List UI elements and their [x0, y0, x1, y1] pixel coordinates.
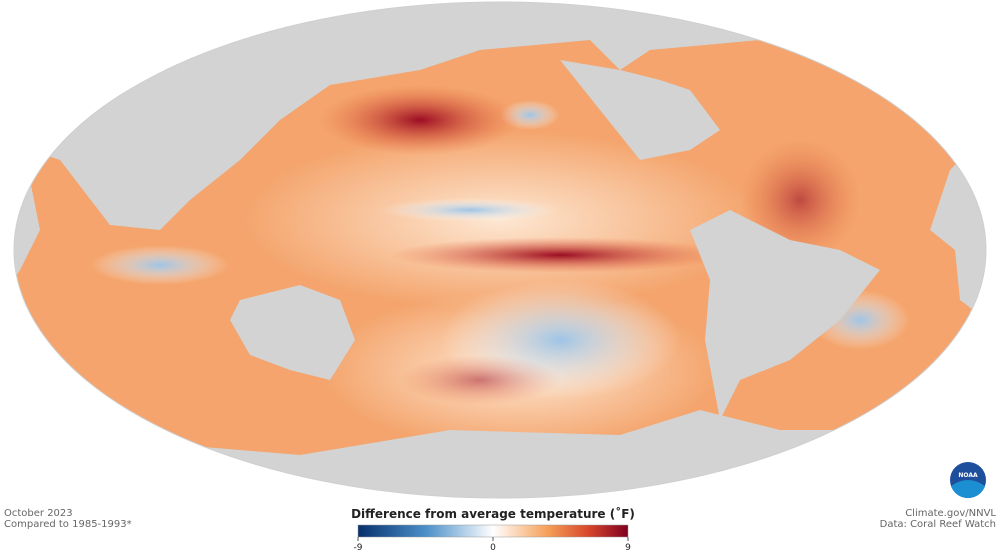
- legend-tick-label: -9: [354, 543, 363, 553]
- legend-tick-label: 0: [490, 543, 496, 553]
- noaa-logo: NOAA: [950, 462, 986, 499]
- credit-data: Data: Coral Reef Watch: [880, 519, 996, 530]
- date: October 2023: [4, 508, 73, 519]
- logo-text: NOAA: [958, 472, 978, 479]
- globe-outline: [13, 1, 987, 499]
- legend-title: Difference from average temperature (˚F): [351, 506, 635, 521]
- color-bar: [357, 524, 629, 538]
- baseline: Compared to 1985-1993*: [4, 519, 132, 530]
- credit-source: Climate.gov/NNVL: [905, 508, 996, 519]
- legend-tick-label: 9: [625, 543, 631, 553]
